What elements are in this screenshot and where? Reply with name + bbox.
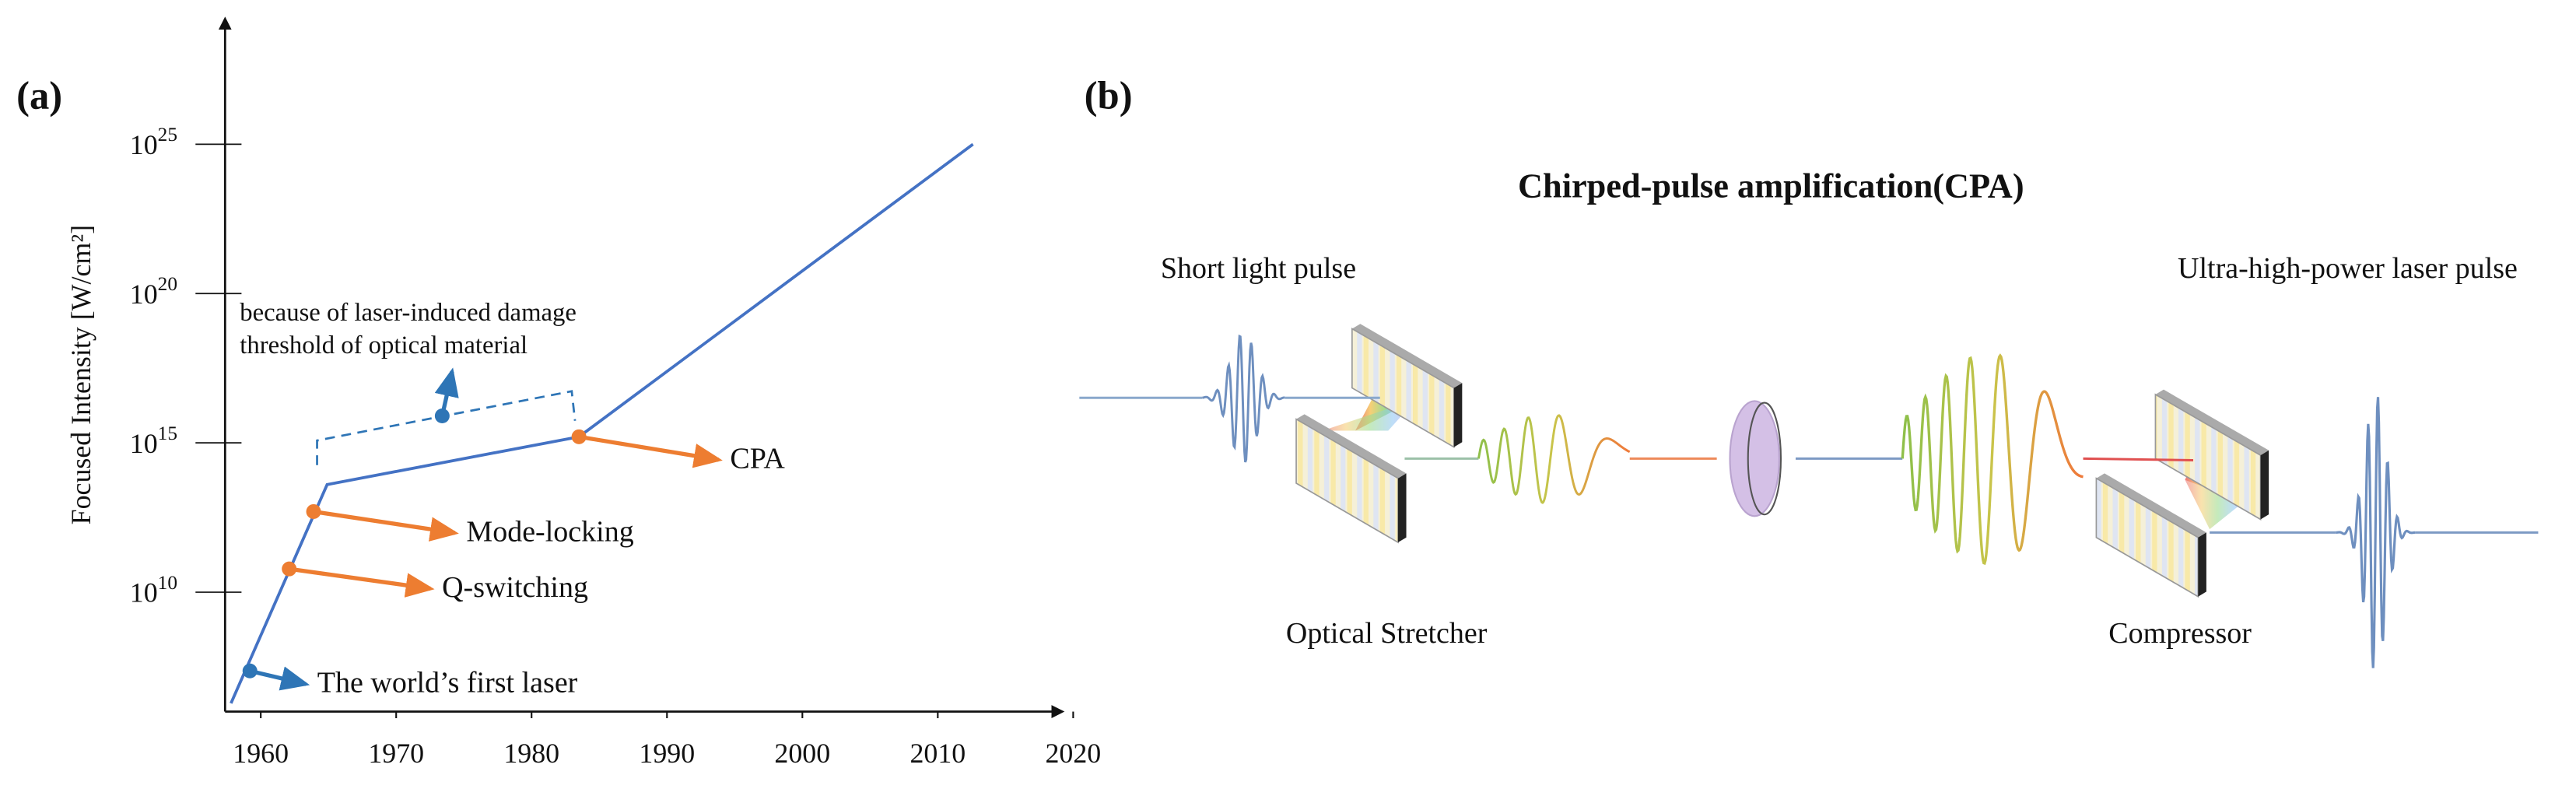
note-point [434,408,450,423]
annotation-arrow [289,566,435,598]
annotation-text: Mode-locking [466,515,633,548]
annotation-text: Q-switching [442,571,588,604]
panel-label: (b) [1085,74,1133,117]
amplifier-lens [1729,400,1780,517]
grating [2154,389,2269,521]
x-tick-label: 1970 [368,738,424,769]
input-label: Short light pulse [1161,252,1356,285]
stretcher-label: Optical Stretcher [1286,617,1488,650]
note-arrow [434,367,459,417]
output-pulse [2336,397,2416,668]
annotation-arrow [249,666,310,691]
y-tick-exponent: 20 [158,273,177,295]
x-tick-label: 2010 [909,738,966,769]
y-tick-label: 1020 [130,273,177,310]
x-tick-label: 1960 [233,738,289,769]
stretched-pulse [1477,414,1631,504]
grating [1295,414,1407,544]
note-text: threshold of optical material [240,331,527,359]
beam [2083,457,2194,461]
annotation-arrow [578,434,723,468]
y-tick-base: 10 [130,279,158,310]
x-tick-label: 2020 [1046,738,1102,769]
y-axis-label: Focused Intensity [W/cm²] [65,225,96,524]
intensity-line [230,142,974,704]
panel-label: (a) [16,74,62,117]
amplified-pulse [1901,353,2084,566]
y-tick-base: 10 [130,129,158,160]
annotation-text: The world’s first laser [317,667,578,700]
input-pulse [1202,334,1285,463]
annotation-text: CPA [730,442,785,475]
y-tick-label: 1010 [130,572,177,608]
y-tick-exponent: 10 [158,572,177,594]
y-tick-label: 1015 [130,423,177,459]
lens-edge [1747,402,1782,516]
grating [1351,324,1463,449]
annotation-arrow [313,509,459,542]
y-tick-exponent: 15 [158,423,177,444]
y-tick-exponent: 25 [158,124,177,146]
x-tick-label: 2000 [774,738,830,769]
chart-a: 1960 1970 1980 1990 2000 2010 2020101010151020… [130,124,1101,769]
x-tick-label: 1980 [503,738,559,769]
annotation-point [282,561,297,577]
note-text: because of laser-induced damage [240,299,577,327]
grating [2095,473,2206,598]
x-tick-label: 1990 [639,738,695,769]
diagram-title: Chirped-pulse amplification(CPA) [1518,167,2024,205]
y-tick-base: 10 [130,577,158,608]
annotation-point [306,503,321,519]
annotation-point [242,663,258,679]
diagram-b [1079,324,2539,668]
compressor-label: Compressor [2108,617,2252,650]
y-tick-label: 1025 [130,124,177,160]
output-label: Ultra-high-power laser pulse [2178,252,2518,285]
y-tick-base: 10 [130,428,158,459]
annotation-point [571,429,587,444]
